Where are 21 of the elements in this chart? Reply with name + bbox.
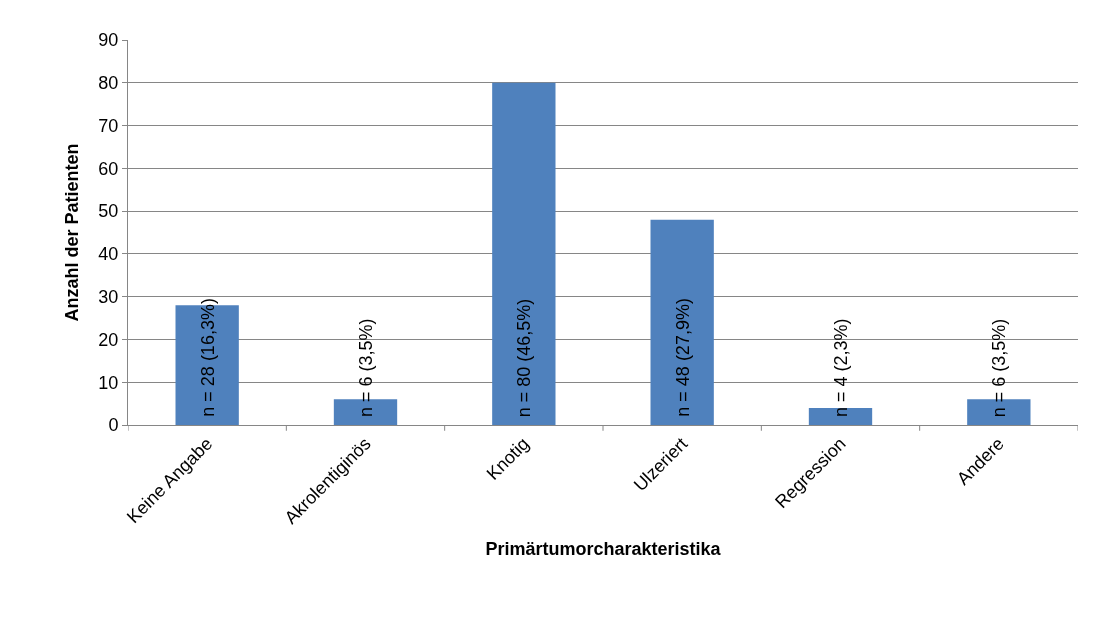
- data-label: n = 48 (27,9%): [672, 298, 693, 417]
- y-tick-label: 80: [98, 73, 119, 94]
- data-label: n = 28 (16,3%): [197, 298, 218, 417]
- bar: [650, 219, 714, 425]
- y-tick-label: 90: [98, 30, 119, 51]
- data-label: n = 6 (3,5%): [989, 318, 1010, 418]
- y-tick-label: 0: [108, 415, 119, 436]
- data-label: n = 4 (2,3%): [831, 318, 851, 417]
- y-tick-label: 20: [98, 329, 119, 350]
- bar: [808, 407, 873, 425]
- data-label: n = 80 (46,5%): [514, 298, 535, 418]
- y-tick-label: 50: [98, 201, 119, 222]
- x-axis-title: Primärtumorcharakteristika: [485, 538, 722, 559]
- y-tick-label: 70: [98, 115, 119, 136]
- data-label: n = 6 (3,5%): [356, 318, 376, 417]
- y-tick-label: 40: [98, 244, 119, 265]
- y-axis-title: Anzahl der Patienten: [61, 143, 82, 322]
- y-tick-label: 30: [98, 286, 119, 307]
- y-tick-label: 10: [98, 372, 119, 393]
- y-tick-label: 60: [98, 158, 119, 179]
- bar: [492, 82, 556, 425]
